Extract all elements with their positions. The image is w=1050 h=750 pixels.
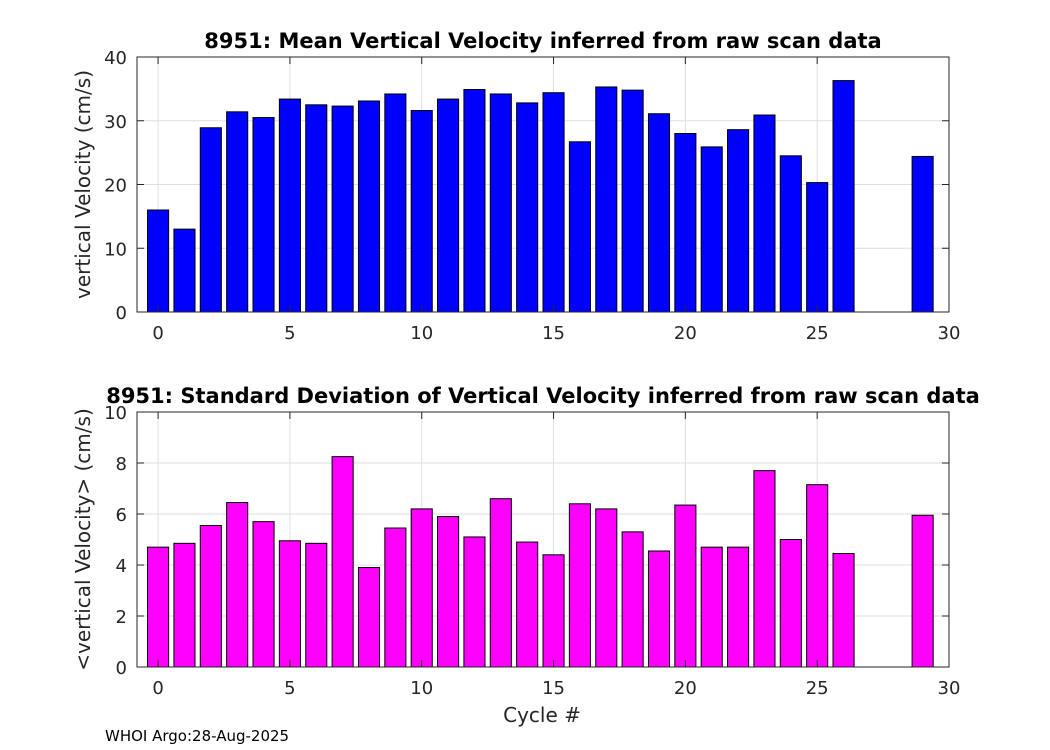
- bar-cycle-11: [437, 516, 460, 668]
- x-tick-label: 5: [284, 323, 295, 344]
- bar-cycle-17: [595, 86, 618, 313]
- y-tick-label: 30: [104, 112, 127, 133]
- y-axis-label: <vertical Velocity> (cm/s): [71, 408, 95, 671]
- bar-cycle-20: [674, 504, 697, 668]
- x-tick-label: 25: [806, 678, 829, 699]
- bar-cycle-24: [779, 155, 802, 313]
- bar-cycle-18: [621, 531, 644, 668]
- bar-cycle-21: [700, 546, 723, 668]
- bar-cycle-11: [437, 98, 460, 313]
- bar-cycle-19: [647, 550, 671, 668]
- bar-cycle-12: [463, 89, 486, 313]
- bar-cycle-23: [753, 470, 776, 668]
- x-tick-label: 0: [152, 323, 163, 344]
- bar-cycle-29: [911, 514, 934, 668]
- y-tick-label: 4: [116, 556, 127, 577]
- y-axis-label: vertical Velocity (cm/s): [71, 70, 95, 299]
- bar-cycle-4: [252, 117, 275, 313]
- footer-text: WHOI Argo:28-Aug-2025: [105, 727, 289, 745]
- bar-cycle-12: [463, 536, 486, 668]
- bar-cycle-1: [173, 542, 196, 668]
- y-tick-label: 6: [116, 505, 127, 526]
- x-tick-label: 20: [674, 323, 697, 344]
- bar-cycle-1: [173, 228, 196, 313]
- bar-cycle-19: [647, 113, 671, 313]
- bar-cycle-6: [305, 542, 328, 668]
- bar-cycle-2: [199, 524, 222, 668]
- bar-cycle-29: [911, 155, 934, 313]
- y-tick-label: 2: [116, 607, 127, 628]
- bar-cycle-22: [727, 546, 750, 668]
- x-tick-label: 0: [152, 678, 163, 699]
- x-tick-label: 15: [542, 323, 565, 344]
- x-tick-label: 20: [674, 678, 697, 699]
- bar-cycle-5: [278, 540, 301, 668]
- bar-cycle-9: [384, 93, 407, 313]
- bar-cycle-14: [516, 102, 539, 313]
- bar-cycle-3: [226, 502, 249, 668]
- bar-cycle-13: [489, 498, 512, 668]
- x-tick-label: 10: [410, 323, 433, 344]
- bar-cycle-13: [489, 93, 512, 313]
- x-tick-label: 15: [542, 678, 565, 699]
- bar-cycle-22: [727, 129, 750, 313]
- y-tick-label: 40: [104, 48, 127, 69]
- bar-cycle-7: [331, 105, 354, 313]
- bar-cycle-21: [700, 146, 723, 313]
- y-tick-label: 0: [116, 658, 127, 679]
- bar-cycle-0: [147, 209, 170, 313]
- x-axis-label: Cycle #: [503, 703, 581, 727]
- bar-cycle-10: [410, 110, 433, 313]
- chart-title: 8951: Mean Vertical Velocity inferred fr…: [204, 29, 881, 53]
- bar-cycle-2: [199, 127, 222, 313]
- bar-cycle-18: [621, 89, 644, 313]
- bar-cycle-26: [832, 80, 855, 313]
- x-tick-label: 10: [410, 678, 433, 699]
- bar-cycle-4: [252, 521, 275, 668]
- bar-cycle-7: [331, 456, 354, 668]
- y-tick-label: 20: [104, 176, 127, 197]
- mean-velocity-plot: 0 5 10 15 20 25 30 0 10 20 30 40 8951: Mean Vertical…: [71, 29, 960, 344]
- chart-title: 8951: Standard Deviation of Vertical Vel…: [106, 384, 980, 408]
- bar-cycle-14: [516, 541, 539, 668]
- bar-cycle-25: [806, 182, 829, 313]
- bar-cycle-25: [806, 484, 829, 668]
- bar-cycle-8: [357, 100, 381, 313]
- bar-cycle-10: [410, 508, 433, 668]
- bar-cycle-17: [595, 508, 618, 668]
- bar-cycle-26: [832, 553, 855, 668]
- bar-cycle-24: [779, 539, 802, 668]
- bar-cycle-23: [753, 114, 776, 313]
- bar-cycle-16: [568, 503, 591, 668]
- y-tick-label: 10: [104, 239, 127, 260]
- bar-cycle-8: [357, 567, 381, 668]
- bar-cycle-16: [568, 141, 591, 313]
- x-tick-label: 5: [284, 678, 295, 699]
- bar-cycle-9: [384, 527, 407, 668]
- bar-cycle-20: [674, 133, 697, 313]
- bar-cycle-15: [542, 554, 565, 668]
- bar-cycle-6: [305, 104, 328, 313]
- bar-cycle-5: [278, 98, 301, 313]
- y-tick-label: 0: [116, 303, 127, 324]
- axes-frame: [136, 411, 950, 668]
- bar-cycle-15: [542, 92, 565, 313]
- y-tick-label: 10: [104, 403, 127, 424]
- y-tick-label: 8: [116, 454, 127, 475]
- bar-cycle-0: [147, 546, 170, 668]
- x-tick-label: 25: [806, 323, 829, 344]
- x-tick-label: 30: [938, 678, 961, 699]
- bar-cycle-3: [226, 111, 249, 313]
- x-tick-label: 30: [938, 323, 961, 344]
